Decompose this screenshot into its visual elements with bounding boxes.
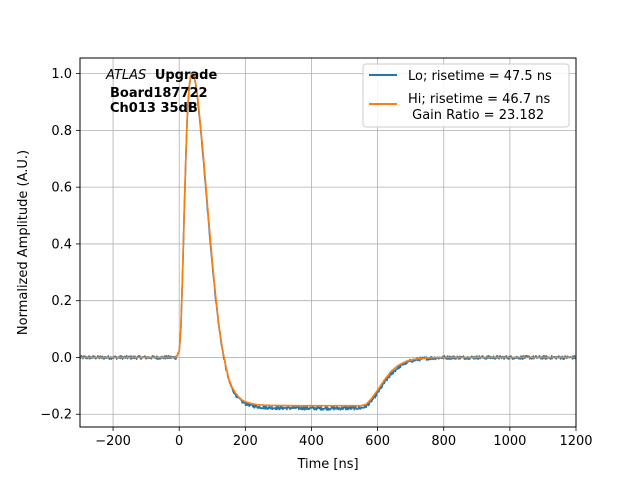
x-tick-label: 0	[175, 434, 183, 449]
annotation-line-3: Ch013 35dB	[110, 101, 198, 116]
x-axis: −200 0 200 400 600 800 1000 1200	[95, 427, 593, 449]
x-tick-label: 400	[299, 434, 324, 449]
x-axis-label: Time [ns]	[296, 457, 358, 472]
y-tick-label: 0.4	[51, 237, 72, 252]
legend-box	[362, 63, 570, 128]
x-tick-label: 200	[233, 434, 258, 449]
series-line-1	[80, 72, 576, 407]
y-tick-label: 0.6	[51, 181, 72, 196]
y-tick-label: 0.2	[51, 294, 72, 309]
y-axis: −0.2 0.0 0.2 0.4 0.6 0.8 1.0	[40, 67, 80, 423]
y-axis-label: Normalized Amplitude (A.U.)	[16, 150, 31, 335]
y-tick-label: 1.0	[51, 67, 72, 82]
legend-label-hi-line: Gain Ratio = 23.182	[408, 108, 544, 123]
legend: Lo; risetime = 47.5 ns Hi; risetime = 46…	[362, 63, 570, 128]
annotation-atlas: ATLAS	[105, 68, 146, 83]
y-tick-label: 0.8	[51, 124, 72, 139]
plot-series	[79, 72, 577, 411]
y-tick-label: −0.2	[40, 408, 72, 423]
x-tick-label: 1000	[493, 434, 526, 449]
x-tick-label: −200	[95, 434, 131, 449]
y-tick-label: 0.0	[51, 351, 72, 366]
x-tick-label: 600	[365, 434, 390, 449]
annotation-line-1: ATLAS Upgrade	[105, 68, 217, 83]
legend-label-hi-line: Hi; risetime = 46.7 ns	[408, 92, 550, 107]
legend-label-hi: Hi; risetime = 46.7 ns Gain Ratio = 23.1…	[408, 92, 550, 123]
annotation: ATLAS Upgrade Board187722 Ch013 35dB	[105, 68, 217, 116]
plot-frame	[79, 57, 577, 428]
annotation-line-2: Board187722	[110, 86, 208, 101]
legend-label-lo: Lo; risetime = 47.5 ns	[408, 69, 552, 84]
annotation-upgrade: Upgrade	[155, 68, 218, 83]
x-tick-label: 1200	[559, 434, 592, 449]
x-tick-label: 800	[431, 434, 456, 449]
